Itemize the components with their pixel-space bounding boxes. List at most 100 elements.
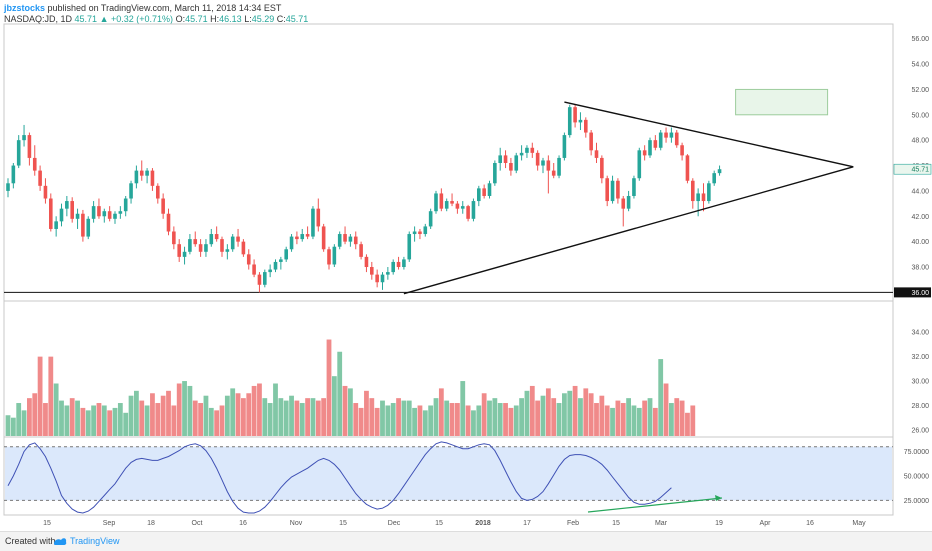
candle[interactable] [161,198,165,214]
volume-bar[interactable] [134,390,139,436]
volume-bar[interactable] [203,395,209,436]
volume-bar[interactable] [96,403,102,436]
candle[interactable] [674,132,679,146]
candle[interactable] [717,169,722,174]
candle[interactable] [605,178,609,202]
volume-bar[interactable] [449,403,455,436]
volume-bar[interactable] [674,398,680,436]
volume-bar[interactable] [690,405,696,436]
volume-bar[interactable] [428,405,434,436]
volume-bar[interactable] [353,403,359,436]
volume-bar[interactable] [117,403,123,436]
volume-bar[interactable] [69,398,75,436]
volume-bar[interactable] [160,395,166,436]
candle[interactable] [49,198,53,229]
candle[interactable] [407,234,412,260]
volume-bar[interactable] [412,407,417,436]
volume-bar[interactable] [144,405,150,436]
volume-bar[interactable] [139,400,145,436]
volume-bar[interactable] [669,403,674,436]
candle[interactable] [279,259,283,262]
candle[interactable] [439,193,444,209]
volume-bar[interactable] [524,390,530,436]
candle[interactable] [257,274,262,285]
volume-bar[interactable] [166,390,171,436]
candle[interactable] [70,201,74,219]
candle[interactable] [166,213,171,232]
volume-bar[interactable] [652,407,658,436]
candle[interactable] [530,147,535,153]
candle[interactable] [380,274,385,283]
volume-bar[interactable] [80,407,86,436]
volume-bar[interactable] [562,393,567,436]
candle[interactable] [343,234,347,242]
volume-bar[interactable] [663,383,669,436]
volume-bar[interactable] [192,400,198,436]
candle[interactable] [466,206,470,219]
volume-bar[interactable] [540,395,546,436]
candle[interactable] [241,241,246,255]
candle[interactable] [332,246,337,265]
candle[interactable] [230,236,235,250]
candle[interactable] [364,256,369,268]
candle[interactable] [81,213,85,237]
candle[interactable] [198,244,203,252]
target-box[interactable] [735,88,829,116]
volume-bar[interactable] [315,400,321,436]
candle[interactable] [134,170,139,184]
trendline-resistance[interactable] [564,101,854,168]
volume-bar[interactable] [444,400,450,436]
volume-bar[interactable] [535,400,541,436]
candle[interactable] [680,145,684,156]
candle[interactable] [54,221,58,229]
stoch-line[interactable] [7,441,672,514]
volume-bar[interactable] [27,398,32,436]
volume-bar[interactable] [299,403,305,436]
candle[interactable] [11,165,16,184]
candle[interactable] [284,249,288,260]
volume-bar[interactable] [417,405,423,436]
candle[interactable] [487,183,492,196]
volume-bar[interactable] [572,385,578,436]
candle[interactable] [353,236,358,245]
volume-bar[interactable] [85,410,91,436]
volume-bar[interactable] [278,398,284,436]
candle[interactable] [359,244,363,257]
volume-bar[interactable] [326,339,332,436]
candle[interactable] [402,259,406,268]
candle[interactable] [658,132,663,148]
volume-bar[interactable] [471,410,476,436]
volume-bar[interactable] [626,398,631,436]
volume-bar[interactable] [620,403,626,436]
volume-bar[interactable] [48,356,54,436]
volume-bar[interactable] [385,405,391,436]
candle[interactable] [188,239,192,252]
volume-bar[interactable] [214,410,220,436]
volume-bar[interactable] [182,381,187,436]
candle[interactable] [193,239,198,245]
candle[interactable] [225,249,230,252]
candle[interactable] [584,119,588,133]
candle[interactable] [621,198,626,209]
candle[interactable] [209,234,214,245]
candle[interactable] [535,152,540,166]
candle[interactable] [129,183,133,199]
volume-bar[interactable] [588,393,594,436]
volume-bar[interactable] [257,383,262,436]
volume-bar[interactable] [364,390,369,436]
candle[interactable] [701,193,706,202]
candle[interactable] [139,170,144,176]
volume-bar[interactable] [43,403,48,436]
candle[interactable] [546,160,551,171]
volume-bar[interactable] [481,393,487,436]
candle[interactable] [418,231,422,235]
trendline-support[interactable] [403,166,854,295]
candle[interactable] [220,239,224,252]
candle[interactable] [38,170,42,186]
candle[interactable] [460,206,465,209]
candle[interactable] [519,152,524,156]
candle[interactable] [632,178,636,196]
candle[interactable] [589,132,593,151]
volume-bar[interactable] [128,395,134,436]
volume-bar[interactable] [369,398,375,436]
